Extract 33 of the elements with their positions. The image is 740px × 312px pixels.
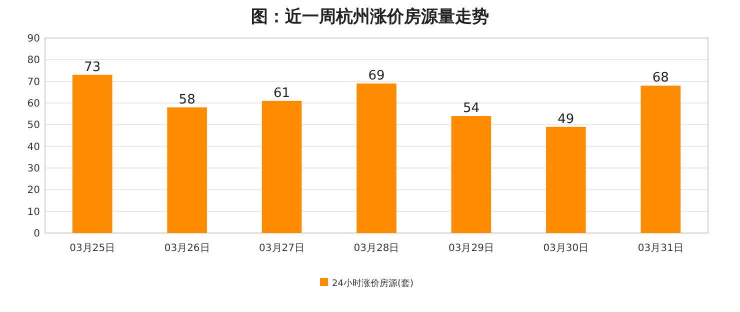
data-label: 49	[558, 112, 574, 127]
x-tick-label: 03月30日	[543, 243, 589, 254]
x-tick-label: 03月25日	[70, 243, 116, 254]
bar	[640, 86, 681, 233]
legend-label: 24小时涨价房源(套)	[332, 278, 414, 289]
y-tick-label: 30	[27, 164, 40, 174]
chart-title: 图：近一周杭州涨价房源量走势	[251, 7, 489, 27]
y-tick-label: 90	[27, 34, 40, 44]
data-label: 58	[178, 92, 196, 108]
y-tick-label: 0	[34, 228, 40, 240]
data-label: 68	[652, 70, 669, 86]
y-tick-label: 20	[27, 185, 40, 196]
y-tick-label: 70	[27, 76, 40, 88]
y-tick-label: 10	[27, 206, 40, 218]
x-tick-label: 03月29日	[448, 243, 494, 254]
data-label: 73	[84, 60, 101, 75]
y-tick-label: 80	[27, 55, 40, 66]
x-tick-label: 03月31日	[638, 243, 684, 254]
bar	[262, 100, 302, 233]
bar	[546, 126, 586, 233]
data-label: 54	[462, 101, 480, 116]
bar	[167, 107, 207, 233]
bar	[451, 116, 492, 233]
y-tick-label: 50	[27, 120, 40, 132]
bar	[356, 84, 396, 233]
x-tick-label: 03月27日	[259, 243, 305, 254]
x-tick-label: 03月28日	[354, 243, 400, 254]
data-label: 61	[274, 86, 290, 101]
bar	[72, 74, 112, 233]
y-tick-label: 60	[27, 98, 40, 110]
data-label: 69	[368, 68, 385, 84]
y-tick-label: 40	[27, 142, 40, 153]
x-tick-label: 03月26日	[164, 243, 210, 254]
